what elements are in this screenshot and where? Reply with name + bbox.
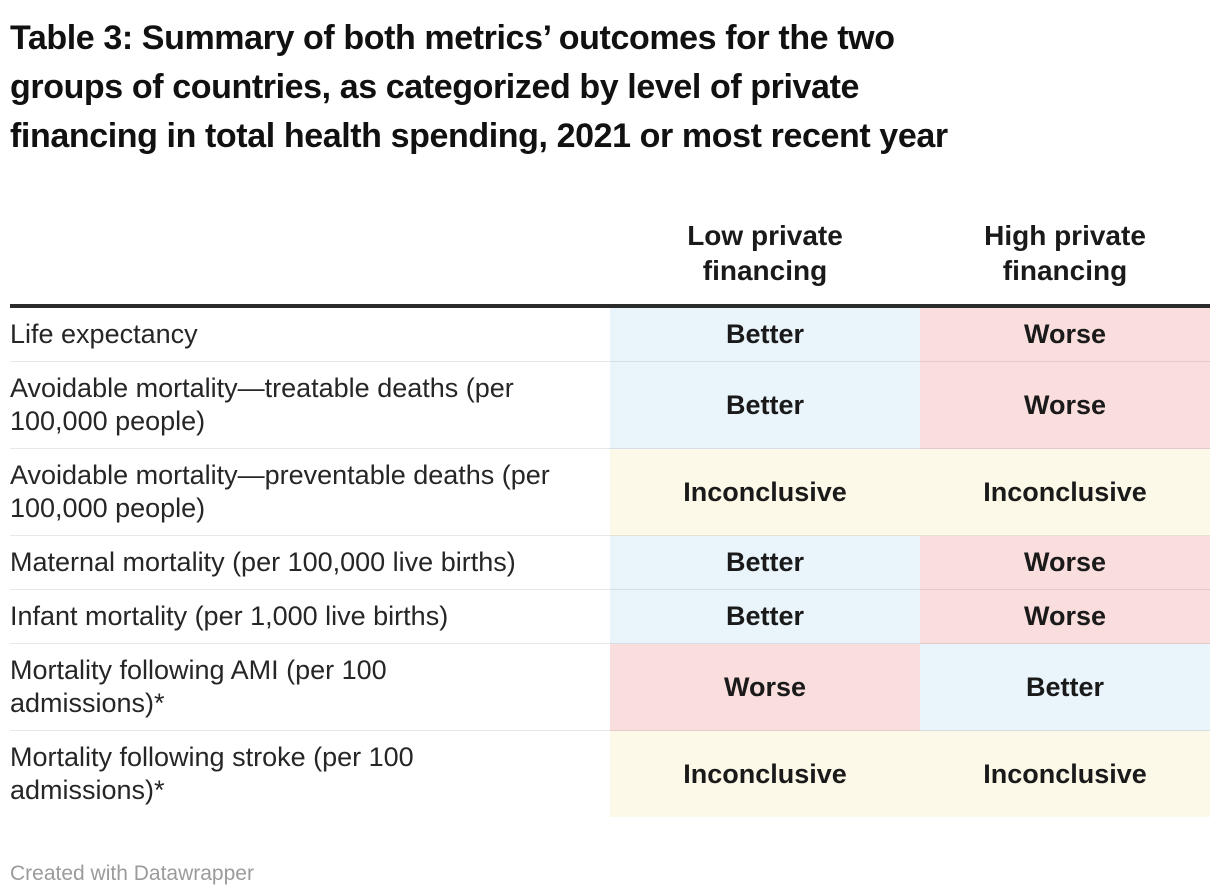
row-label: Mortality following stroke (per 100 admi… — [10, 730, 610, 817]
table-row-mortality-following-stroke: Mortality following stroke (per 100 admi… — [10, 730, 1210, 817]
table-header: Low private financing High private finan… — [10, 161, 1210, 308]
cell-value-high: Better — [920, 643, 1210, 731]
cell-value-low: Worse — [610, 643, 920, 731]
cell-value-high: Worse — [920, 535, 1210, 590]
row-label: Infant mortality (per 1,000 live births) — [10, 589, 610, 644]
table-row-mortality-following-ami: Mortality following AMI (per 100 admissi… — [10, 643, 1210, 731]
table-row-maternal-mortality: Maternal mortality (per 100,000 live bir… — [10, 535, 1210, 590]
cell-value-low: Inconclusive — [610, 448, 920, 536]
table-body: Life expectancy Better Worse Avoidable m… — [10, 305, 1210, 817]
column-header-low-private-financing: Low private financing — [610, 161, 920, 308]
cell-value-low: Inconclusive — [610, 730, 920, 817]
table-row-life-expectancy: Life expectancy Better Worse — [10, 305, 1210, 362]
row-label: Mortality following AMI (per 100 admissi… — [10, 643, 610, 731]
page-title: Table 3: Summary of both metrics’ outcom… — [10, 19, 948, 155]
row-label: Avoidable mortality—treatable deaths (pe… — [10, 361, 610, 449]
datawrapper-credit: Created with Datawrapper — [10, 862, 254, 885]
cell-value-low: Better — [610, 589, 920, 644]
cell-value-high: Inconclusive — [920, 448, 1210, 536]
table-row-infant-mortality: Infant mortality (per 1,000 live births)… — [10, 589, 1210, 644]
table-row-avoidable-mortality-treatable: Avoidable mortality—treatable deaths (pe… — [10, 361, 1210, 449]
cell-value-high: Worse — [920, 305, 1210, 362]
cell-value-low: Better — [610, 361, 920, 449]
header-row: Low private financing High private finan… — [10, 161, 1210, 308]
row-label: Avoidable mortality—preventable deaths (… — [10, 448, 610, 536]
table-row-avoidable-mortality-preventable: Avoidable mortality—preventable deaths (… — [10, 448, 1210, 536]
cell-value-low: Better — [610, 305, 920, 362]
metric-column-header — [10, 161, 610, 308]
cell-value-high: Worse — [920, 361, 1210, 449]
row-label: Life expectancy — [10, 305, 610, 362]
cell-value-high: Inconclusive — [920, 730, 1210, 817]
column-header-high-private-financing: High private financing — [920, 161, 1210, 308]
row-label: Maternal mortality (per 100,000 live bir… — [10, 535, 610, 590]
cell-value-low: Better — [610, 535, 920, 590]
summary-table: Low private financing High private finan… — [10, 161, 1210, 817]
cell-value-high: Worse — [920, 589, 1210, 644]
